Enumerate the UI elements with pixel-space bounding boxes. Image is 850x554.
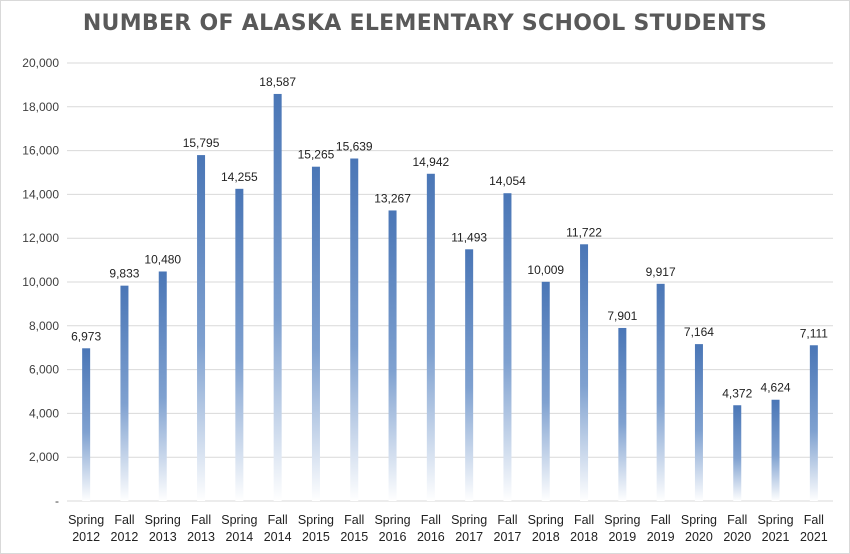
x-tick-label-year: 2016 [379, 530, 407, 544]
y-tick-label: 2,000 [29, 450, 59, 464]
x-tick-label-season: Spring [374, 513, 410, 527]
bar [618, 327, 627, 501]
bar [733, 405, 742, 501]
data-label: 7,111 [800, 326, 829, 340]
bar [82, 348, 91, 501]
bar [273, 93, 282, 501]
x-tick-label-year: 2014 [225, 530, 253, 544]
x-tick-label-year: 2018 [570, 530, 598, 544]
bar [771, 399, 780, 501]
bar [158, 271, 167, 501]
data-label: 14,942 [412, 155, 449, 169]
bar [120, 285, 129, 501]
y-tick-label: 8,000 [29, 319, 59, 333]
y-tick-label: - [55, 494, 59, 508]
data-label: 15,795 [183, 136, 220, 150]
y-tick-label: 6,000 [29, 363, 59, 377]
x-tick-label-season: Fall [344, 513, 364, 527]
y-tick-label: 4,000 [29, 406, 59, 420]
x-tick-label-season: Spring [451, 513, 487, 527]
x-tick-label-year: 2013 [187, 530, 215, 544]
y-tick-label: 18,000 [22, 100, 59, 114]
gridlines [67, 62, 833, 502]
x-tick-label-season: Spring [681, 513, 717, 527]
x-tick-label-season: Spring [298, 513, 334, 527]
x-tick-label-season: Spring [528, 513, 564, 527]
x-tick-label-season: Fall [191, 513, 211, 527]
data-label: 14,255 [221, 170, 258, 184]
bar [694, 344, 703, 501]
x-tick-label-year: 2012 [72, 530, 100, 544]
bar [235, 188, 244, 502]
x-tick-label-season: Fall [421, 513, 441, 527]
bar [388, 210, 397, 501]
y-tick-label: 20,000 [22, 56, 59, 70]
data-label: 15,265 [298, 148, 335, 162]
x-tick-label-season: Spring [221, 513, 257, 527]
x-tick-label-year: 2016 [417, 530, 445, 544]
data-label: 10,480 [144, 252, 181, 266]
x-tick-label-year: 2020 [723, 530, 751, 544]
x-tick-label-season: Fall [497, 513, 517, 527]
chart-title: NUMBER OF ALASKA ELEMENTARY SCHOOL STUDE… [82, 11, 768, 36]
x-tick-label-year: 2017 [455, 530, 483, 544]
x-tick-label-year: 2019 [608, 530, 636, 544]
x-tick-label-year: 2017 [494, 530, 522, 544]
data-label: 11,493 [451, 230, 487, 244]
x-tick-label-season: Fall [727, 513, 747, 527]
x-tick-label-year: 2020 [685, 530, 713, 544]
y-tick-label: 14,000 [22, 187, 59, 201]
bar [426, 173, 435, 501]
bar [311, 166, 320, 501]
x-tick-label-year: 2015 [340, 530, 368, 544]
data-label: 10,009 [527, 263, 564, 277]
x-tick-label-season: Spring [604, 513, 640, 527]
x-tick-label-season: Fall [268, 513, 288, 527]
bar [465, 249, 474, 501]
data-label: 7,901 [607, 309, 637, 323]
data-label: 4,372 [722, 386, 752, 400]
data-label: 6,973 [71, 329, 101, 343]
x-tick-label-year: 2018 [532, 530, 560, 544]
bar [503, 193, 512, 501]
x-tick-label-season: Fall [651, 513, 671, 527]
y-axis-ticks: - 2,000 4,000 6,000 8,000 10,000 12,000 14,000 1… [22, 56, 59, 508]
x-tick-label-season: Spring [757, 513, 793, 527]
x-axis-labels: Spring 2012 Fall 2012 Spring 2013 Fall 2013 Spri… [68, 513, 828, 544]
data-label: 18,587 [259, 75, 296, 89]
x-tick-label-season: Spring [68, 513, 104, 527]
data-label: 7,164 [684, 325, 714, 339]
x-tick-label-year: 2014 [264, 530, 292, 544]
x-tick-label-year: 2021 [762, 530, 790, 544]
x-tick-label-year: 2019 [647, 530, 675, 544]
x-tick-label-season: Fall [114, 513, 134, 527]
bar [350, 158, 359, 501]
data-label: 13,267 [374, 191, 411, 205]
x-tick-label-season: Fall [804, 513, 824, 527]
y-tick-label: 10,000 [22, 275, 59, 289]
x-tick-label-year: 2013 [149, 530, 177, 544]
data-labels: 6,973 9,833 10,480 15,795 14,255 18,587 15,265… [71, 75, 828, 400]
x-tick-label-season: Spring [145, 513, 181, 527]
bar [580, 244, 589, 501]
x-tick-label-season: Fall [574, 513, 594, 527]
data-label: 11,722 [566, 225, 602, 239]
bars [82, 93, 818, 502]
data-label: 15,639 [336, 140, 373, 154]
data-label: 9,917 [646, 265, 676, 279]
bar [809, 345, 818, 501]
y-tick-label: 16,000 [22, 144, 59, 158]
x-tick-label-year: 2012 [111, 530, 139, 544]
data-label: 9,833 [109, 267, 139, 281]
bar [541, 281, 550, 501]
x-tick-label-year: 2015 [302, 530, 330, 544]
y-tick-label: 12,000 [22, 231, 59, 245]
data-label: 4,624 [761, 381, 791, 395]
bar [656, 283, 665, 501]
data-label: 14,054 [489, 174, 526, 188]
x-tick-label-year: 2021 [800, 530, 828, 544]
bar [197, 155, 206, 502]
